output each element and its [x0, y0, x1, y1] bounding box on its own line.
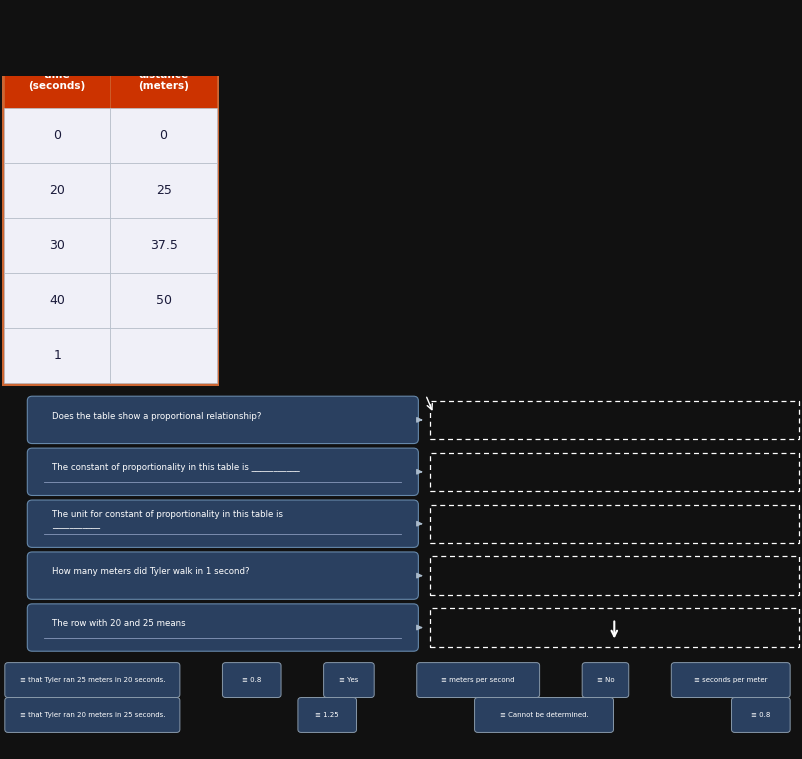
FancyBboxPatch shape — [222, 663, 281, 698]
FancyBboxPatch shape — [111, 219, 217, 273]
Text: How many meters did Tyler walk in 1 second?: How many meters did Tyler walk in 1 seco… — [52, 567, 249, 576]
FancyBboxPatch shape — [111, 108, 217, 163]
Text: ≡ Cannot be determined.: ≡ Cannot be determined. — [499, 712, 588, 718]
Text: The unit for constant of proportionality in this table is
___________: The unit for constant of proportionality… — [52, 510, 283, 530]
FancyBboxPatch shape — [474, 698, 613, 732]
Text: 1: 1 — [53, 349, 61, 362]
FancyBboxPatch shape — [5, 663, 180, 698]
Text: time
(seconds): time (seconds) — [29, 70, 86, 91]
FancyBboxPatch shape — [2, 51, 219, 386]
FancyBboxPatch shape — [4, 163, 111, 219]
Text: ≡ Yes: ≡ Yes — [338, 677, 358, 683]
FancyBboxPatch shape — [5, 698, 180, 732]
FancyBboxPatch shape — [298, 698, 356, 732]
FancyBboxPatch shape — [111, 273, 217, 329]
FancyBboxPatch shape — [4, 53, 111, 108]
Text: ≡ 0.8: ≡ 0.8 — [241, 677, 261, 683]
Text: 30: 30 — [49, 239, 65, 252]
Text: ≡ seconds per meter: ≡ seconds per meter — [693, 677, 767, 683]
Text: ≡ that Tyler ran 20 meters in 25 seconds.: ≡ that Tyler ran 20 meters in 25 seconds… — [19, 712, 165, 718]
FancyBboxPatch shape — [0, 0, 802, 76]
Text: ≡ meters per second: ≡ meters per second — [441, 677, 514, 683]
FancyBboxPatch shape — [111, 53, 217, 108]
FancyBboxPatch shape — [27, 500, 418, 547]
Text: 0: 0 — [160, 129, 168, 142]
Text: 50: 50 — [156, 294, 172, 307]
FancyBboxPatch shape — [731, 698, 789, 732]
Text: 40: 40 — [49, 294, 65, 307]
FancyBboxPatch shape — [416, 663, 539, 698]
Text: The row with 20 and 25 means: The row with 20 and 25 means — [52, 619, 185, 628]
Text: ≡ 0.8: ≡ 0.8 — [750, 712, 770, 718]
Text: 20: 20 — [49, 184, 65, 197]
FancyBboxPatch shape — [581, 663, 628, 698]
FancyBboxPatch shape — [111, 163, 217, 219]
Text: 0: 0 — [53, 129, 61, 142]
FancyBboxPatch shape — [27, 604, 418, 651]
Text: 25: 25 — [156, 184, 172, 197]
FancyBboxPatch shape — [27, 448, 418, 496]
Text: ≡ that Tyler ran 25 meters in 20 seconds.: ≡ that Tyler ran 25 meters in 20 seconds… — [19, 677, 165, 683]
FancyBboxPatch shape — [4, 108, 111, 163]
Text: ≡ 1.25: ≡ 1.25 — [315, 712, 338, 718]
FancyBboxPatch shape — [4, 273, 111, 329]
Text: distance
(meters): distance (meters) — [138, 70, 188, 91]
FancyBboxPatch shape — [27, 396, 418, 443]
Text: Does the table show a proportional relationship?: Does the table show a proportional relat… — [52, 411, 261, 420]
Text: ≡ No: ≡ No — [596, 677, 614, 683]
FancyBboxPatch shape — [670, 663, 789, 698]
Text: The constant of proportionality in this table is ___________: The constant of proportionality in this … — [52, 464, 300, 473]
FancyBboxPatch shape — [323, 663, 374, 698]
FancyBboxPatch shape — [4, 219, 111, 273]
Text: 37.5: 37.5 — [149, 239, 177, 252]
FancyBboxPatch shape — [27, 552, 418, 600]
FancyBboxPatch shape — [4, 328, 111, 383]
FancyBboxPatch shape — [111, 328, 217, 383]
